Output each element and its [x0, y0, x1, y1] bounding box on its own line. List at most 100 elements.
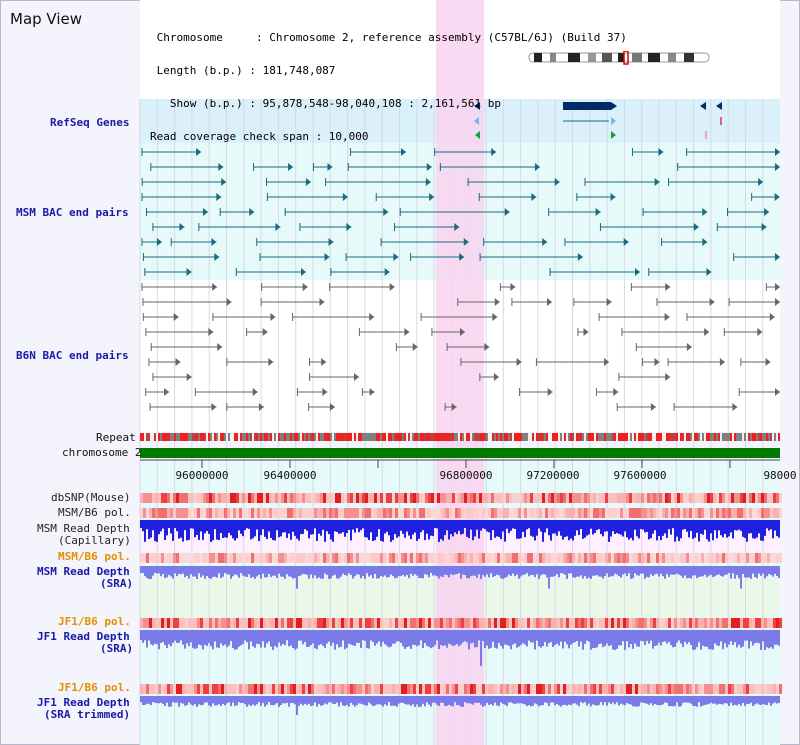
msm-bac-pair-arrow	[706, 268, 712, 276]
msm-sra-depth-bar	[342, 566, 344, 574]
msm-sra-depth-bar	[620, 566, 622, 578]
jf1-pol-trim-cell	[239, 684, 242, 694]
msm-pol-sra-cell	[203, 553, 206, 563]
jf1-trim-depth-bar	[756, 696, 758, 704]
jf1-trim-depth-bar	[322, 696, 324, 706]
msm-cap-depth-bar	[344, 520, 346, 537]
msm-pol-cell	[419, 508, 422, 518]
msm-pol-sra-cell	[311, 553, 314, 563]
repeat-segment	[712, 433, 714, 441]
msm-pol-cell	[572, 508, 575, 518]
msm-sra-depth-bar	[280, 566, 282, 577]
msm-cap-depth-bar	[198, 520, 200, 540]
jf1-pol-cell	[158, 618, 161, 628]
repeat-segment	[652, 433, 654, 441]
msm-bac-pair-arrow	[383, 208, 389, 216]
jf1-depth-bar	[592, 630, 594, 649]
jf1-pol-trim-cell	[488, 684, 491, 694]
repeat-segment	[664, 433, 666, 441]
repeat-segment	[354, 433, 356, 441]
msm-bac-pair-arrow	[764, 208, 770, 216]
jf1-pol-cell	[551, 618, 554, 628]
dbsnp-cell	[743, 493, 746, 503]
msm-cap-depth-bar	[378, 520, 380, 530]
msm-cap-depth-bar	[210, 520, 212, 542]
msm-cap-depth-bar	[572, 520, 574, 541]
jf1-pol-trim-cell	[731, 684, 734, 694]
jf1-pol-trim-cell	[311, 684, 314, 694]
jf1-depth-bar	[666, 630, 668, 644]
jf1-depth-bar	[746, 630, 748, 641]
msm-cap-depth-bar	[400, 520, 402, 531]
jf1-pol-cell	[494, 618, 497, 628]
read-depth-plots	[140, 520, 780, 715]
jf1-depth-bar	[470, 630, 472, 644]
msm-cap-depth-bar	[506, 520, 508, 529]
jf1-pol-cell	[563, 618, 566, 628]
jf1-pol-cell	[377, 618, 380, 628]
msm-cap-depth-bar	[360, 520, 362, 531]
repeat-segment	[746, 433, 748, 441]
bac-end-pair-features[interactable]	[141, 148, 780, 411]
jf1-trim-depth-bar	[710, 696, 712, 703]
jf1-depth-bar	[348, 630, 350, 644]
dbsnp-cell	[248, 493, 251, 503]
msm-pol-sra-cell	[695, 553, 698, 563]
jf1-trim-depth-bar	[290, 696, 292, 704]
jf1-pol-cell	[263, 618, 266, 628]
jf1-pol-cell	[713, 618, 716, 628]
jf1-pol-trim-cell	[773, 684, 776, 694]
jf1-pol-cell	[194, 618, 197, 628]
jf1-depth-bar	[460, 630, 462, 645]
jf1-pol-trim-cell	[614, 684, 617, 694]
msm-sra-depth-bar	[668, 566, 670, 578]
jf1-depth-bar	[514, 630, 516, 644]
jf1-pol-trim-cell	[677, 684, 680, 694]
repeat-segment	[152, 433, 154, 441]
jf1-depth-bar	[416, 630, 418, 647]
msm-sra-depth-bar	[706, 566, 708, 578]
dbsnp-cell	[686, 493, 689, 503]
jf1-trim-depth-bar	[156, 696, 158, 704]
jf1-trim-depth-bar	[238, 696, 240, 703]
jf1-depth-bar	[158, 630, 160, 650]
msm-cap-depth-bar	[732, 520, 734, 539]
msm-pol-cell	[248, 508, 251, 518]
dbsnp-cell	[167, 493, 170, 503]
msm-sra-depth-bar	[326, 566, 328, 575]
jf1-pol-cell	[527, 618, 530, 628]
jf1-depth-bar	[570, 630, 572, 645]
b6n-bac-pair-arrow	[494, 298, 500, 306]
jf1-pol-trim-cell	[281, 684, 284, 694]
msm-pol-sra-cell	[731, 553, 734, 563]
jf1-pol-trim-cell	[275, 684, 278, 694]
msm-sra-depth-bar	[526, 566, 528, 574]
chromosome-ideogram[interactable]	[528, 51, 713, 65]
msm-sra-depth-bar	[420, 566, 422, 579]
msm-pol-cell	[215, 508, 218, 518]
msm-pol-cell	[758, 508, 761, 518]
repeat-segment	[576, 433, 578, 441]
repeat-segment	[308, 433, 310, 441]
msm-pol-cell	[353, 508, 356, 518]
msm-cap-depth-bar	[480, 520, 482, 531]
msm-pol-sra-cell	[692, 553, 695, 563]
msm-sra-depth-bar	[738, 566, 740, 579]
msm-pol-cell	[524, 508, 527, 518]
dbsnp-cell	[155, 493, 158, 503]
msm-sra-depth-bar	[508, 566, 510, 575]
msm-sra-depth-bar	[572, 566, 574, 578]
jf1-pol-cell	[413, 618, 416, 628]
repeat-segment	[242, 433, 244, 441]
jf1-trim-depth-bar	[382, 696, 384, 707]
jf1-trim-depth-bar	[692, 696, 694, 706]
jf1-pol-trim-cell	[341, 684, 344, 694]
jf1-pol-trim-cell	[149, 684, 152, 694]
jf1-pol-trim-cell	[437, 684, 440, 694]
refseq-gene-features[interactable]	[474, 102, 722, 139]
jf1-pol-cell	[491, 618, 494, 628]
jf1-pol-trim-cell	[536, 684, 539, 694]
msm-pol-sra-cell	[335, 553, 338, 563]
jf1-trim-depth-bar	[432, 696, 434, 703]
